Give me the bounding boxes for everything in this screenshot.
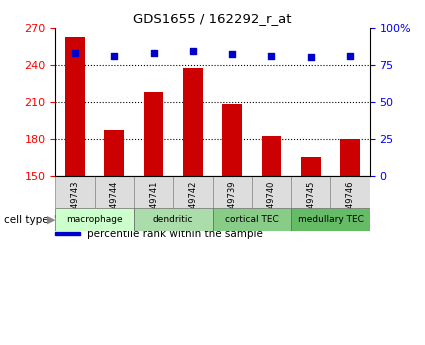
- Bar: [212, 176, 252, 208]
- Text: GSM49740: GSM49740: [267, 181, 276, 226]
- Bar: [262, 136, 281, 176]
- Point: [150, 50, 157, 56]
- Text: percentile rank within the sample: percentile rank within the sample: [87, 229, 263, 239]
- Text: GSM49744: GSM49744: [110, 181, 119, 226]
- Bar: [134, 176, 173, 208]
- Text: macrophage: macrophage: [66, 215, 123, 224]
- Bar: [291, 176, 331, 208]
- Text: dendritic: dendritic: [153, 215, 193, 224]
- Text: ▶: ▶: [47, 215, 55, 225]
- Bar: [212, 208, 291, 231]
- Text: cell type: cell type: [4, 215, 49, 225]
- Point: [229, 51, 235, 57]
- Bar: [183, 68, 203, 176]
- Bar: [134, 208, 212, 231]
- Text: GSM49745: GSM49745: [306, 181, 315, 226]
- Text: GSM49746: GSM49746: [346, 181, 354, 226]
- Bar: [55, 215, 80, 217]
- Text: count: count: [87, 211, 116, 221]
- Bar: [301, 157, 320, 176]
- Bar: [331, 176, 370, 208]
- Point: [190, 49, 196, 54]
- Bar: [340, 139, 360, 176]
- Point: [307, 55, 314, 60]
- Bar: [291, 208, 370, 231]
- Point: [347, 53, 354, 59]
- Bar: [55, 208, 134, 231]
- Text: GSM49739: GSM49739: [228, 181, 237, 226]
- Text: medullary TEC: medullary TEC: [298, 215, 363, 224]
- Point: [71, 50, 78, 56]
- Text: GSM49743: GSM49743: [71, 181, 79, 226]
- Text: cortical TEC: cortical TEC: [225, 215, 279, 224]
- Point: [268, 53, 275, 59]
- Bar: [55, 176, 94, 208]
- Bar: [173, 176, 212, 208]
- Text: GSM49741: GSM49741: [149, 181, 158, 226]
- Bar: [55, 233, 80, 235]
- Bar: [65, 38, 85, 176]
- Text: GSM49742: GSM49742: [188, 181, 197, 226]
- Bar: [252, 176, 291, 208]
- Bar: [144, 92, 163, 176]
- Bar: [105, 130, 124, 176]
- Title: GDS1655 / 162292_r_at: GDS1655 / 162292_r_at: [133, 12, 292, 25]
- Bar: [94, 176, 134, 208]
- Bar: [222, 104, 242, 176]
- Point: [111, 53, 118, 59]
